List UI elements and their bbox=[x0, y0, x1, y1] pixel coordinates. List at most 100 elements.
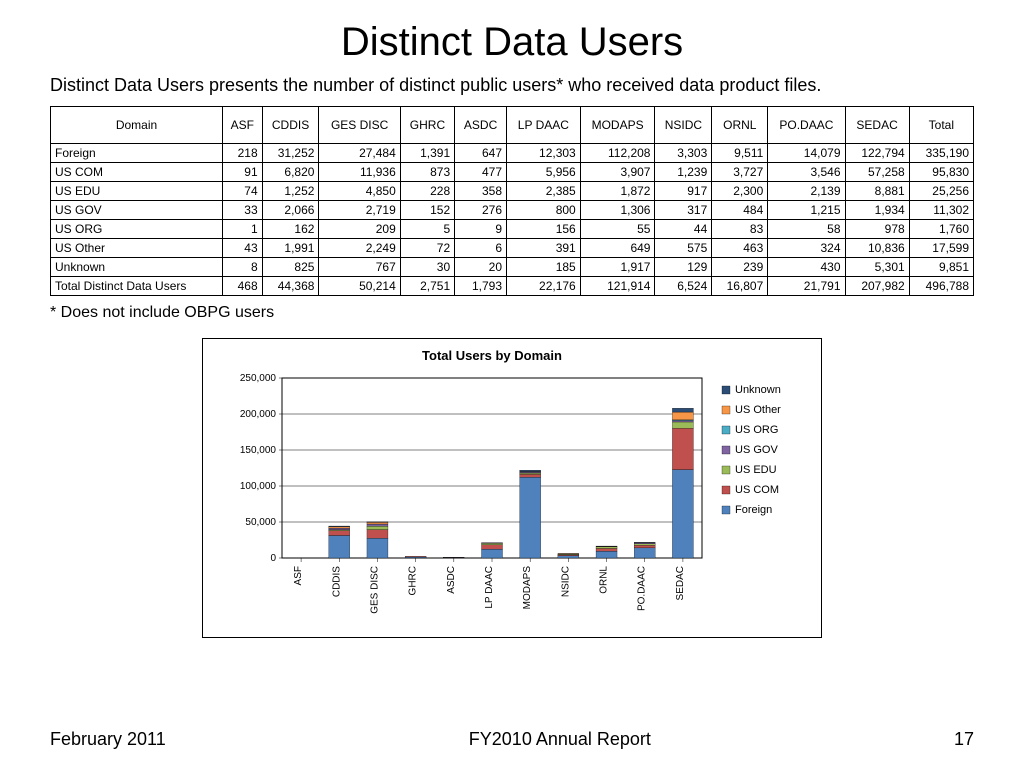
table-cell: 1,391 bbox=[400, 144, 454, 163]
table-cell: 391 bbox=[507, 239, 581, 258]
table-cell: 468 bbox=[223, 277, 263, 296]
bar-segment bbox=[482, 545, 503, 549]
bar-segment bbox=[367, 522, 388, 523]
table-cell: 647 bbox=[455, 144, 507, 163]
table-column-header: ASF bbox=[223, 107, 263, 144]
table-cell: 6,820 bbox=[262, 163, 319, 182]
bar-segment bbox=[672, 470, 693, 558]
table-column-header: GES DISC bbox=[319, 107, 400, 144]
table-cell: 358 bbox=[455, 182, 507, 201]
table-cell: 9,851 bbox=[909, 258, 973, 277]
x-tick-label: SEDAC bbox=[675, 566, 686, 600]
bar-segment bbox=[672, 421, 693, 422]
x-tick-label: NSIDC bbox=[560, 566, 571, 597]
table-cell: 207,982 bbox=[845, 277, 909, 296]
table-cell: 22,176 bbox=[507, 277, 581, 296]
table-cell: 1,793 bbox=[455, 277, 507, 296]
table-cell: 20 bbox=[455, 258, 507, 277]
y-tick-label: 200,000 bbox=[240, 409, 277, 420]
table-cell: 152 bbox=[400, 201, 454, 220]
table-cell: 2,139 bbox=[768, 182, 845, 201]
x-tick-label: CDDIS bbox=[331, 566, 342, 597]
legend-swatch bbox=[722, 386, 730, 394]
table-row: US ORG116220959156554483589781,760 bbox=[51, 220, 974, 239]
bar-segment bbox=[367, 530, 388, 539]
x-tick-label: ORNL bbox=[599, 566, 610, 594]
table-cell: 14,079 bbox=[768, 144, 845, 163]
table-cell: 6 bbox=[455, 239, 507, 258]
table-cell: 2,385 bbox=[507, 182, 581, 201]
table-cell: 1,306 bbox=[580, 201, 655, 220]
data-table: DomainASFCDDISGES DISCGHRCASDCLP DAACMOD… bbox=[50, 106, 974, 296]
x-tick-label: MODAPS bbox=[522, 566, 533, 610]
table-cell: 43 bbox=[223, 239, 263, 258]
table-cell: 21,791 bbox=[768, 277, 845, 296]
table-cell: 324 bbox=[768, 239, 845, 258]
bar-segment bbox=[329, 526, 350, 527]
bar-segment bbox=[672, 412, 693, 420]
table-cell: 218 bbox=[223, 144, 263, 163]
table-cell: 335,190 bbox=[909, 144, 973, 163]
table-cell: 767 bbox=[319, 258, 400, 277]
table-cell: 1,760 bbox=[909, 220, 973, 239]
bar-segment bbox=[367, 522, 388, 524]
row-header-cell: US COM bbox=[51, 163, 223, 182]
table-cell: 72 bbox=[400, 239, 454, 258]
table-column-header: ORNL bbox=[712, 107, 768, 144]
table-cell: 91 bbox=[223, 163, 263, 182]
table-row: US Other431,9912,24972639164957546332410… bbox=[51, 239, 974, 258]
bar-segment bbox=[405, 557, 426, 558]
bar-segment bbox=[596, 547, 617, 549]
table-row: Total Distinct Data Users46844,36850,214… bbox=[51, 277, 974, 296]
bar-segment bbox=[367, 524, 388, 526]
table-cell: 5,301 bbox=[845, 258, 909, 277]
y-tick-label: 50,000 bbox=[245, 517, 276, 528]
table-cell: 25,256 bbox=[909, 182, 973, 201]
table-cell: 575 bbox=[655, 239, 712, 258]
table-cell: 95,830 bbox=[909, 163, 973, 182]
table-cell: 484 bbox=[712, 201, 768, 220]
table-row: US GOV332,0662,7191522768001,3063174841,… bbox=[51, 201, 974, 220]
table-cell: 3,303 bbox=[655, 144, 712, 163]
table-cell: 55 bbox=[580, 220, 655, 239]
bar-segment bbox=[520, 477, 541, 558]
bar-segment bbox=[520, 470, 541, 471]
table-cell: 2,249 bbox=[319, 239, 400, 258]
bar-segment bbox=[634, 548, 655, 558]
table-cell: 2,751 bbox=[400, 277, 454, 296]
table-column-header: Domain bbox=[51, 107, 223, 144]
table-cell: 16,807 bbox=[712, 277, 768, 296]
x-tick-label: ASF bbox=[293, 566, 304, 585]
table-cell: 800 bbox=[507, 201, 581, 220]
table-cell: 1,991 bbox=[262, 239, 319, 258]
x-tick-label: PO.DAAC bbox=[637, 566, 648, 611]
footer-date: February 2011 bbox=[50, 729, 166, 750]
footnote: * Does not include OBPG users bbox=[50, 304, 974, 322]
bar-segment bbox=[520, 473, 541, 474]
row-header-cell: US EDU bbox=[51, 182, 223, 201]
table-cell: 11,936 bbox=[319, 163, 400, 182]
table-cell: 209 bbox=[319, 220, 400, 239]
table-cell: 3,546 bbox=[768, 163, 845, 182]
bar-segment bbox=[672, 428, 693, 469]
table-cell: 6,524 bbox=[655, 277, 712, 296]
bar-segment bbox=[672, 422, 693, 428]
y-tick-label: 150,000 bbox=[240, 445, 277, 456]
table-column-header: NSIDC bbox=[655, 107, 712, 144]
table-cell: 5 bbox=[400, 220, 454, 239]
row-header-cell: Foreign bbox=[51, 144, 223, 163]
table-cell: 44,368 bbox=[262, 277, 319, 296]
legend-swatch bbox=[722, 506, 730, 514]
table-cell: 1,252 bbox=[262, 182, 319, 201]
table-cell: 978 bbox=[845, 220, 909, 239]
table-cell: 12,303 bbox=[507, 144, 581, 163]
legend-label: Foreign bbox=[735, 504, 772, 516]
table-cell: 8,881 bbox=[845, 182, 909, 201]
table-cell: 156 bbox=[507, 220, 581, 239]
table-cell: 5,956 bbox=[507, 163, 581, 182]
legend-swatch bbox=[722, 466, 730, 474]
table-column-header: GHRC bbox=[400, 107, 454, 144]
y-tick-label: 250,000 bbox=[240, 373, 277, 384]
x-tick-label: GES DISC bbox=[369, 566, 380, 614]
legend-label: US EDU bbox=[735, 464, 777, 476]
